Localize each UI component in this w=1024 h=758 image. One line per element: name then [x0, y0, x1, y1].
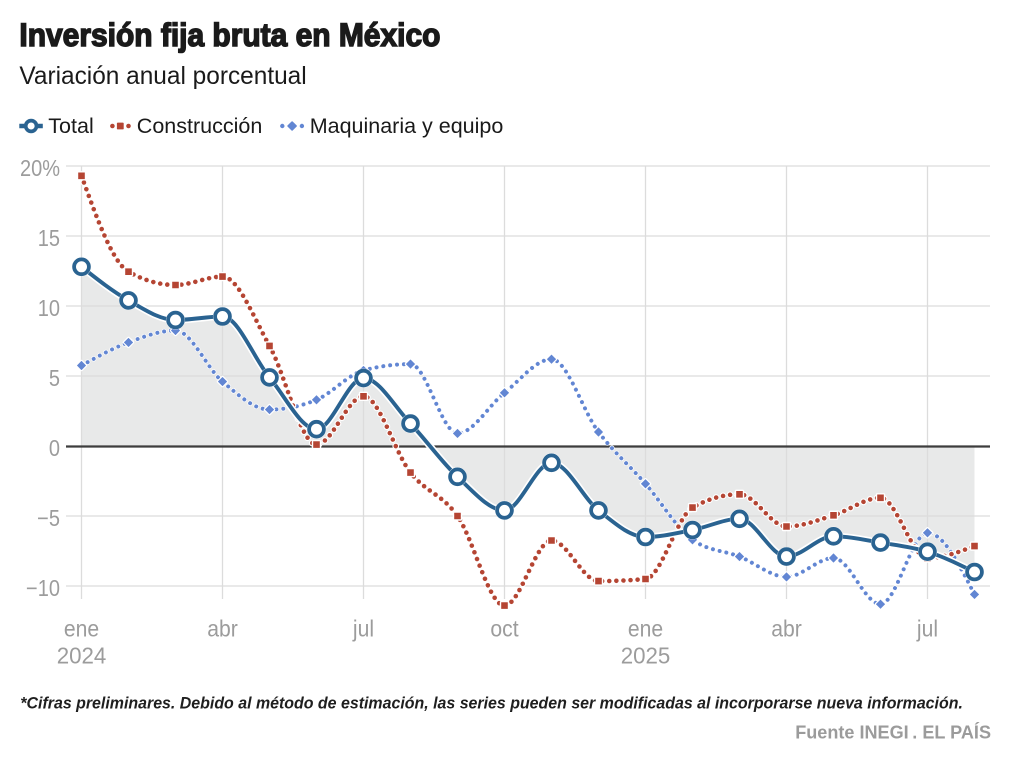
svg-text:2024: 2024: [57, 642, 107, 668]
svg-text:ene: ene: [64, 616, 99, 642]
svg-text:*Cifras preliminares. Debido a: *Cifras preliminares. Debido al método d…: [20, 694, 963, 712]
svg-text:Fuente INEGI . EL PAÍS: Fuente INEGI . EL PAÍS: [795, 722, 991, 743]
svg-text:5: 5: [49, 365, 60, 392]
svg-text:Inversión fija bruta en México: Inversión fija bruta en México: [19, 17, 440, 53]
svg-text:jul: jul: [916, 616, 938, 642]
svg-text:0: 0: [49, 435, 60, 462]
svg-text:Maquinaria y equipo: Maquinaria y equipo: [310, 114, 504, 138]
svg-text:abr: abr: [771, 616, 802, 642]
svg-text:10: 10: [38, 295, 60, 322]
svg-text:ene: ene: [628, 616, 663, 642]
svg-text:2025: 2025: [621, 642, 671, 668]
svg-text:abr: abr: [207, 616, 238, 642]
svg-text:oct: oct: [490, 616, 518, 642]
svg-text:−10: −10: [26, 575, 60, 602]
svg-text:Construcción: Construcción: [137, 114, 262, 138]
svg-text:15: 15: [38, 225, 60, 252]
svg-text:−5: −5: [37, 505, 60, 532]
svg-text:20%: 20%: [20, 155, 60, 182]
svg-text:jul: jul: [352, 616, 374, 642]
svg-text:Total: Total: [48, 114, 93, 138]
svg-text:Variación anual porcentual: Variación anual porcentual: [19, 63, 306, 90]
